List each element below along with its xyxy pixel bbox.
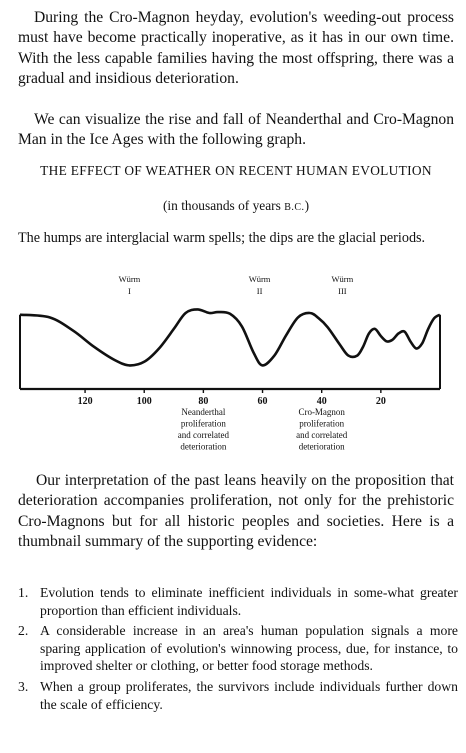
annotation-line: deterioration — [180, 442, 226, 452]
evidence-item: 2. A considerable increase in an area's h… — [18, 622, 458, 675]
x-tick-label: 60 — [258, 396, 268, 407]
evidence-text: A considerable increase in an area's hum… — [40, 623, 458, 674]
glacial-label-name: Würm — [249, 274, 271, 284]
annotation-line: and correlated — [178, 430, 230, 440]
temperature-curve — [19, 308, 441, 367]
figure-title: THE EFFECT OF WEATHER ON RECENT HUMAN EV… — [40, 163, 432, 178]
evidence-number: 1. — [18, 585, 29, 600]
chart-labels-group: Würm I Würm II Würm III Neanderthal proliferati… — [119, 274, 354, 452]
evidence-number: 2. — [18, 623, 29, 639]
x-tick-label: 120 — [78, 396, 93, 407]
annotation-line: proliferation — [299, 419, 344, 429]
evidence-item: 1. Evolution tends to eliminate inefficie… — [18, 584, 458, 619]
subtitle-unit: B.C. — [284, 202, 305, 213]
chart-curve-group — [19, 308, 441, 367]
annotation-line: Cro-Magnon — [298, 407, 345, 417]
x-tick-label: 100 — [137, 396, 152, 407]
glacial-label-name: Würm — [332, 274, 354, 284]
subtitle-prefix: (in thousands of years — [162, 198, 285, 213]
x-tick-label: 20 — [376, 396, 386, 407]
weather-evolution-chart: 120 100 80 60 40 20 Würm I Würm II Würm III Neander… — [19, 274, 441, 452]
glacial-label-numeral: III — [338, 286, 347, 296]
annotation-line: proliferation — [181, 419, 226, 429]
annotation-line: deterioration — [299, 442, 345, 452]
paragraph-cro-magnon-heyday: During the Cro-Magnon heyday, evolution'… — [18, 9, 454, 88]
paragraph-interpretation: Our interpretation of the past leans hea… — [18, 472, 454, 551]
glacial-label-numeral: I — [128, 286, 131, 296]
subtitle-suffix: ) — [304, 198, 310, 213]
evidence-text: When a group proliferates, the survivors… — [40, 678, 458, 712]
glacial-label-numeral: II — [257, 286, 263, 296]
x-tick-label: 80 — [198, 396, 208, 407]
annotation-line: Neanderthal — [181, 407, 225, 417]
x-tick-label: 40 — [317, 396, 327, 407]
evidence-item: 3. When a group proliferates, the survivo… — [18, 678, 458, 713]
evidence-text: Evolution tends to eliminate inefficient… — [40, 585, 458, 618]
glacial-label-name: Würm — [119, 274, 141, 284]
evidence-list: 1. Evolution tends to eliminate inefficie… — [18, 584, 458, 716]
figure-caption: The humps are interglacial warm spells; … — [18, 230, 426, 246]
annotation-line: and correlated — [296, 430, 348, 440]
evidence-number: 3. — [18, 678, 29, 694]
paragraph-graph-intro: We can visualize the rise and fall of Ne… — [18, 111, 454, 149]
chart-axis-group: 120 100 80 60 40 20 — [19, 314, 441, 407]
figure-subtitle: (in thousands of years B.C.) — [18, 197, 454, 216]
